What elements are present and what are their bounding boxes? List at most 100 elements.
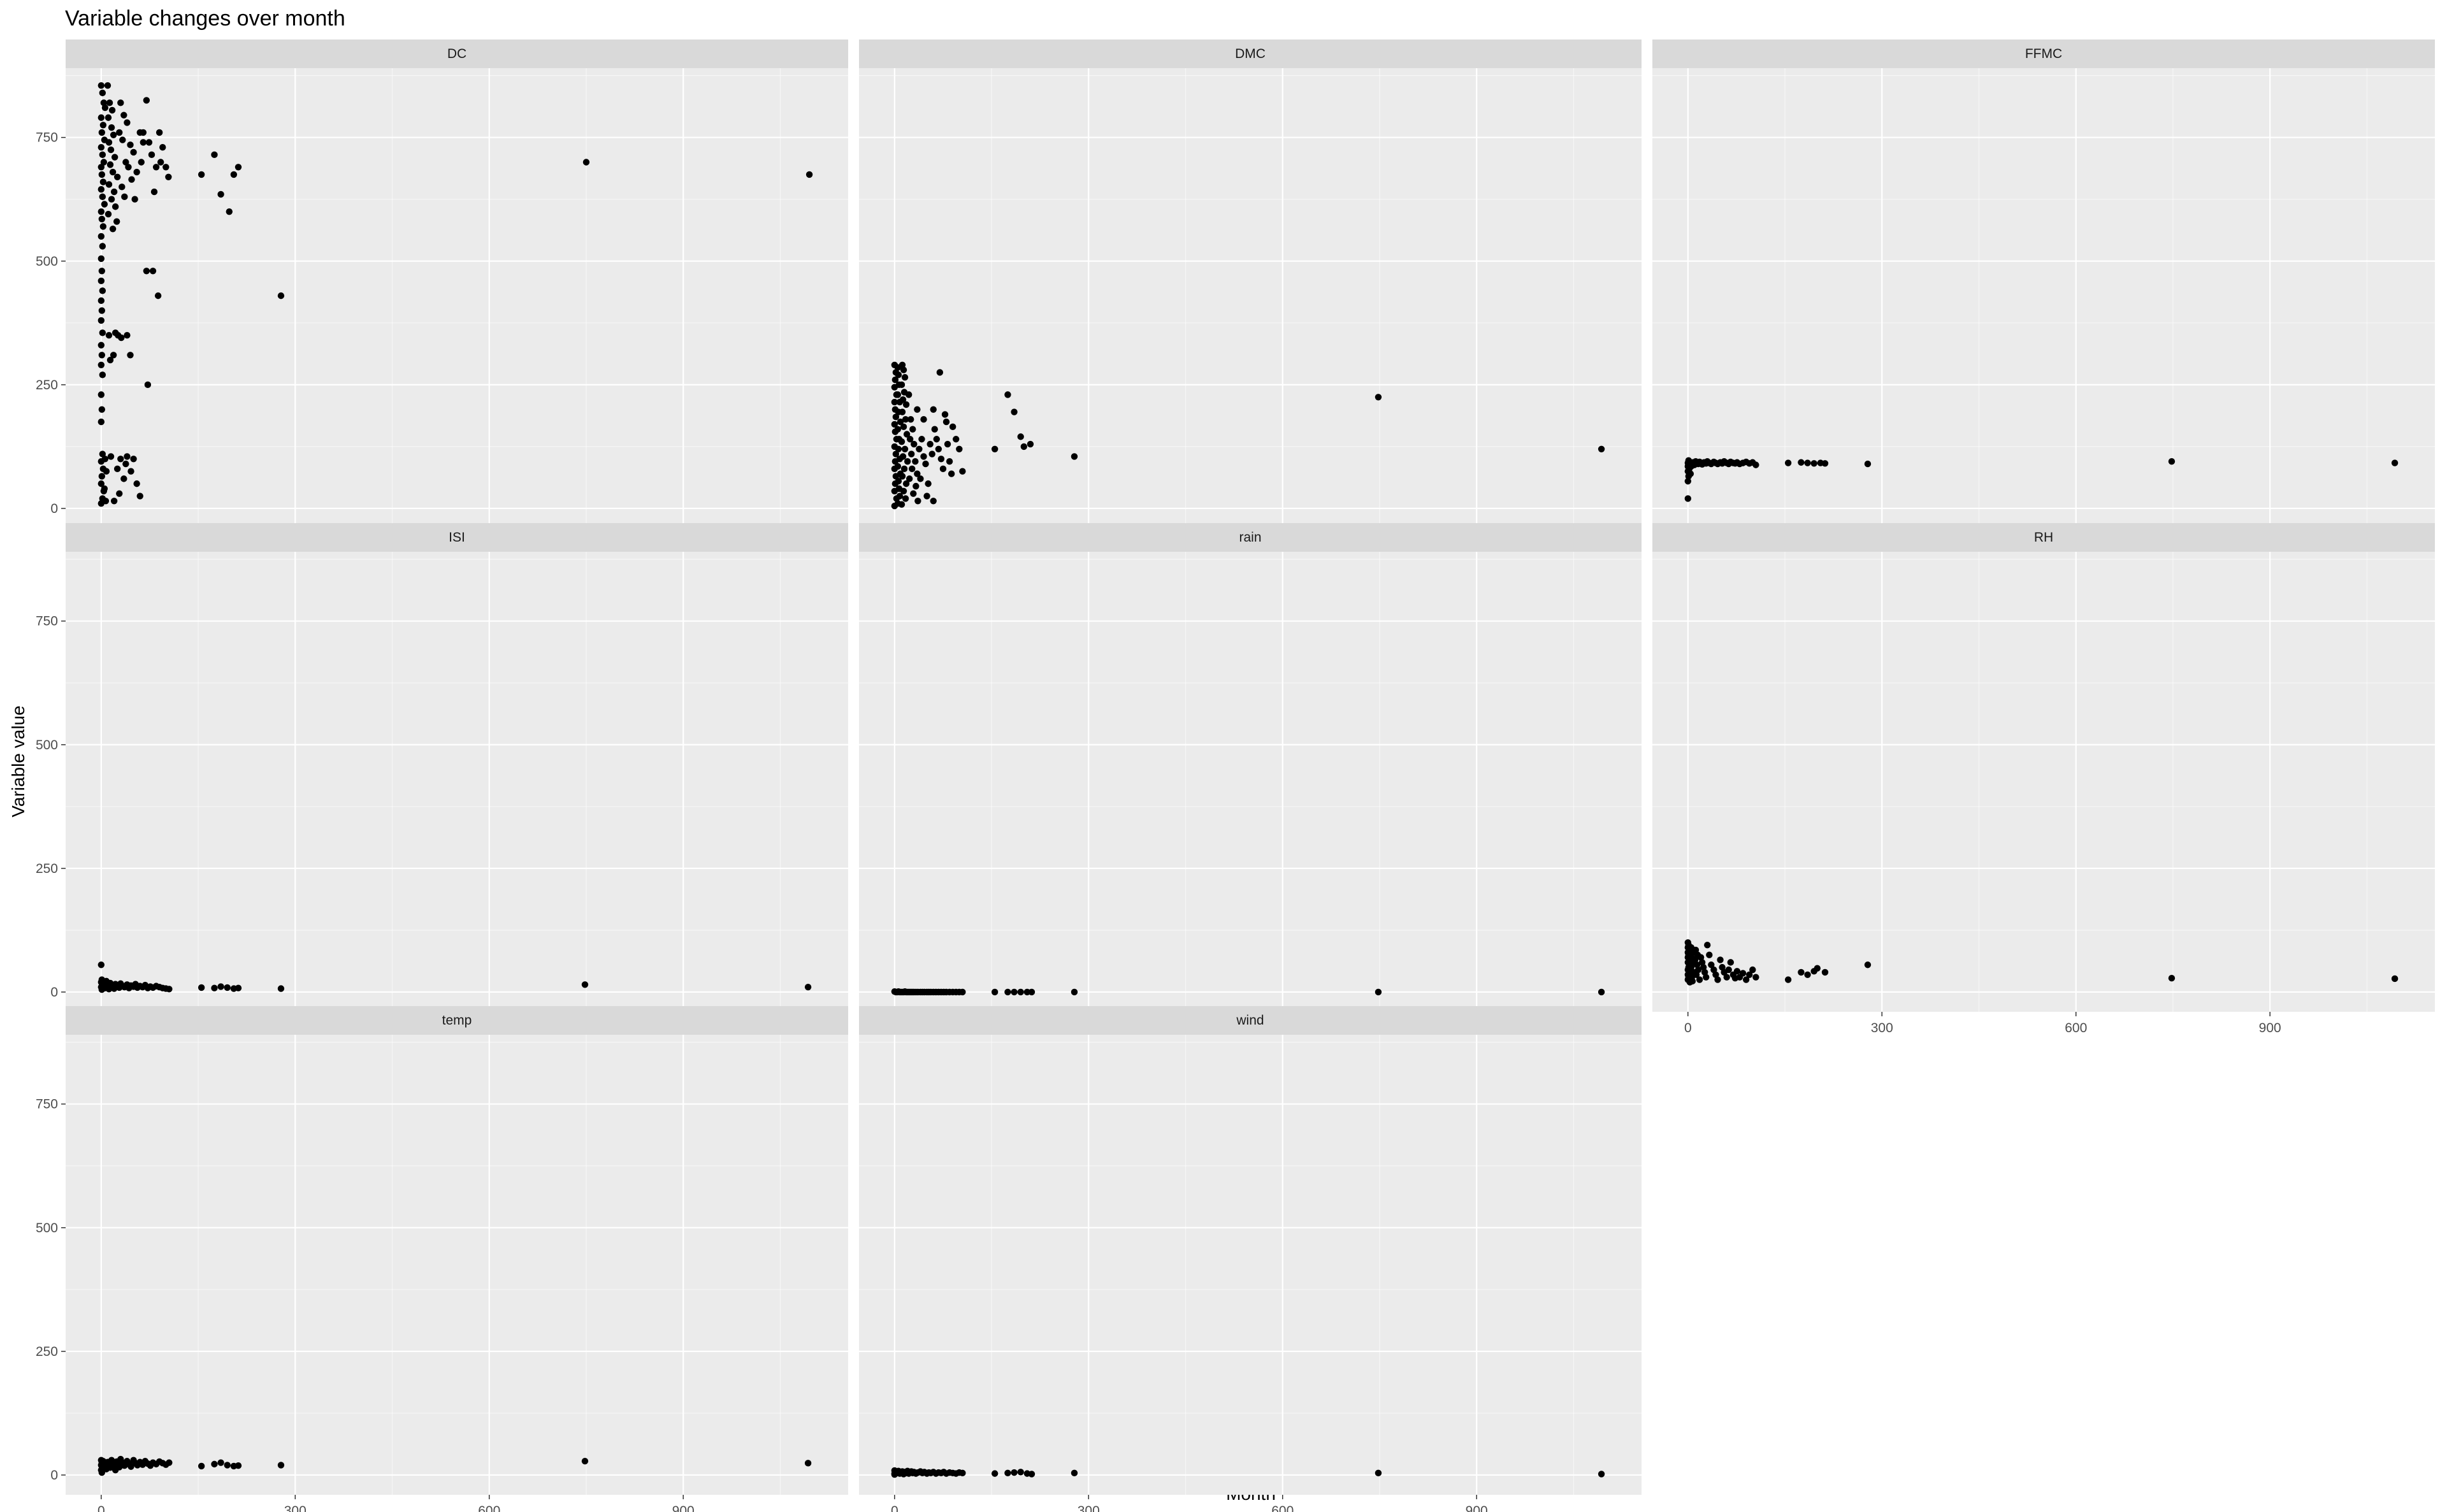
data-point	[895, 478, 902, 485]
data-point	[97, 233, 105, 240]
data-point	[120, 475, 127, 482]
data-point	[917, 475, 924, 482]
data-point	[1375, 1469, 1382, 1477]
data-point	[916, 445, 923, 452]
data-point	[211, 1460, 218, 1468]
data-point	[1733, 968, 1741, 975]
data-point	[130, 148, 137, 156]
data-point	[804, 983, 812, 991]
data-point	[1723, 974, 1730, 981]
data-point	[948, 470, 955, 477]
data-point	[122, 159, 129, 166]
data-point	[1693, 971, 1700, 978]
data-point	[1598, 445, 1605, 452]
data-point	[99, 287, 106, 294]
facet-panels: DC03006009000250500750DMC0300600900FFMC0…	[36, 40, 2435, 1512]
data-point	[1752, 461, 1759, 468]
data-point	[277, 985, 285, 992]
data-point	[155, 129, 163, 136]
data-point	[956, 445, 963, 452]
data-point	[2391, 975, 2399, 983]
facet-panel-dmc: DMC0300600900	[859, 40, 1642, 552]
data-point	[97, 361, 105, 369]
panel-background	[1652, 68, 2435, 528]
data-point	[136, 493, 143, 500]
data-point	[903, 431, 911, 438]
data-point	[1020, 443, 1027, 450]
data-point	[1725, 966, 1732, 974]
data-point	[145, 139, 153, 146]
data-point	[959, 1469, 966, 1477]
data-point	[110, 498, 118, 505]
data-point	[159, 144, 166, 151]
y-tick-label: 0	[50, 501, 58, 516]
data-point	[1746, 971, 1753, 978]
data-point	[162, 164, 170, 171]
panel-background	[1652, 552, 2435, 1012]
panel-background	[859, 552, 1642, 1012]
data-point	[902, 495, 909, 502]
data-point	[914, 406, 921, 413]
data-point	[910, 490, 917, 497]
facet-strip	[859, 1006, 1642, 1035]
facet-panel-wind: wind 0 300 600 900	[859, 1006, 1642, 1512]
data-point	[230, 171, 238, 178]
data-point	[105, 332, 113, 339]
data-point	[235, 164, 242, 171]
x-tick-label: 900	[1466, 1504, 1488, 1512]
data-point	[931, 426, 938, 433]
data-point	[1071, 453, 1078, 460]
data-point	[922, 460, 929, 468]
facet-strip-label: DC	[447, 47, 466, 61]
data-point	[902, 416, 909, 423]
data-point	[99, 151, 106, 159]
data-point	[98, 307, 106, 314]
data-point	[165, 173, 172, 180]
data-point	[1864, 961, 1872, 968]
y-tick-label: 750	[36, 1097, 58, 1112]
data-point	[899, 396, 907, 403]
data-point	[99, 89, 106, 97]
data-point	[897, 418, 904, 426]
data-point	[198, 1462, 205, 1470]
data-point	[894, 463, 902, 470]
data-point	[105, 114, 112, 121]
data-point	[122, 460, 129, 468]
data-point	[100, 159, 108, 166]
data-point	[920, 453, 927, 460]
data-point	[113, 218, 120, 225]
data-point	[98, 1469, 106, 1476]
data-point	[116, 490, 123, 497]
y-tick-label: 250	[36, 378, 58, 392]
data-point	[97, 144, 105, 151]
data-point	[1821, 968, 1829, 976]
data-point	[1727, 959, 1734, 966]
data-point	[152, 164, 160, 171]
data-point	[97, 164, 105, 171]
data-point	[120, 112, 127, 119]
chart-title: Variable changes over month	[65, 6, 345, 31]
data-point	[900, 366, 907, 373]
data-point	[896, 493, 904, 500]
data-point	[97, 114, 105, 121]
data-point	[582, 159, 590, 166]
x-tick-label: 300	[1078, 1504, 1100, 1512]
data-point	[119, 136, 126, 143]
data-point	[1706, 951, 1713, 958]
data-point	[1598, 988, 1605, 996]
data-point	[991, 1470, 999, 1477]
data-point	[97, 297, 105, 305]
data-point	[108, 106, 116, 114]
data-point	[154, 292, 162, 299]
data-point	[1798, 459, 1805, 466]
data-point	[902, 401, 910, 408]
data-point	[98, 129, 106, 136]
data-point	[906, 475, 913, 482]
data-point	[277, 292, 285, 299]
data-point	[211, 151, 218, 159]
facet-strip	[859, 523, 1642, 552]
data-point	[116, 129, 123, 136]
data-point	[946, 457, 953, 465]
y-tick-label: 0	[50, 1468, 58, 1483]
data-point	[1004, 1469, 1011, 1477]
